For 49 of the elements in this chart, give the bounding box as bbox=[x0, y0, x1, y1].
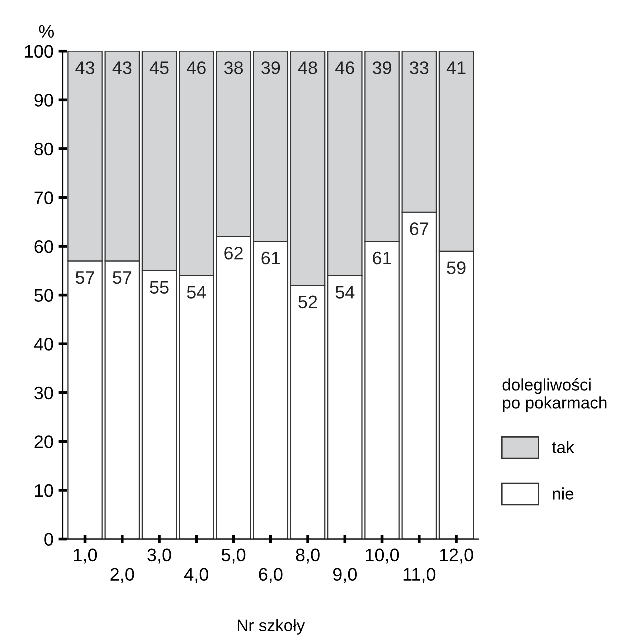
y-tick-label: 60 bbox=[34, 240, 54, 254]
x-tick-label: 6,0 bbox=[259, 568, 283, 584]
y-tick-label: 40 bbox=[34, 338, 54, 351]
data-label: 41 bbox=[446, 62, 466, 74]
data-label: 39 bbox=[262, 62, 280, 74]
y-tick-label: 0 bbox=[44, 533, 54, 546]
legend-title: dolegliwości po pokarmach bbox=[502, 378, 607, 412]
data-label: 57 bbox=[113, 272, 132, 284]
data-label: 54 bbox=[336, 286, 355, 299]
y-tick-label: 90 bbox=[34, 94, 54, 107]
y-tick-label: 70 bbox=[34, 192, 54, 204]
x-tick-label: 8,0 bbox=[296, 548, 320, 564]
data-label: 46 bbox=[336, 62, 354, 74]
data-label: 38 bbox=[224, 62, 244, 74]
x-tick-label: 2,0 bbox=[110, 568, 134, 584]
y-tick-label: 10 bbox=[35, 484, 54, 498]
data-label: 43 bbox=[76, 62, 95, 74]
legend-label: tak bbox=[552, 441, 574, 454]
y-tick-label: 20 bbox=[34, 436, 54, 448]
x-axis-title: Nr szkoły bbox=[238, 619, 306, 635]
data-label: 59 bbox=[447, 262, 466, 274]
x-tick-label: 9,0 bbox=[333, 568, 357, 584]
y-tick-label: 30 bbox=[34, 386, 54, 400]
y-axis-title: % bbox=[39, 25, 54, 38]
x-tick-label: 1,0 bbox=[74, 548, 98, 564]
data-label: 46 bbox=[187, 62, 206, 74]
data-label: 57 bbox=[76, 272, 94, 284]
data-label: 33 bbox=[410, 62, 429, 74]
x-tick-label: 4,0 bbox=[184, 568, 208, 584]
data-label: 43 bbox=[112, 62, 132, 74]
x-tick-label: 12,0 bbox=[440, 548, 474, 564]
x-tick-label: 3,0 bbox=[148, 548, 172, 564]
data-label: 45 bbox=[150, 62, 169, 74]
data-label: 52 bbox=[298, 296, 318, 309]
data-label: 48 bbox=[298, 62, 318, 74]
y-tick-label: 50 bbox=[34, 289, 54, 302]
y-tick-label: 100 bbox=[25, 45, 54, 58]
data-label: 39 bbox=[372, 62, 392, 74]
legend-label: nie bbox=[553, 488, 574, 500]
x-tick-label: 10,0 bbox=[366, 548, 400, 564]
y-tick-label: 80 bbox=[34, 142, 54, 156]
data-label: 61 bbox=[262, 252, 280, 265]
x-tick-label: 11,0 bbox=[404, 568, 436, 584]
data-label: 55 bbox=[150, 281, 169, 294]
data-label: 67 bbox=[410, 222, 429, 236]
x-tick-label: 5,0 bbox=[222, 548, 246, 564]
data-label: 61 bbox=[373, 252, 392, 265]
data-label: 54 bbox=[187, 286, 206, 299]
data-label: 62 bbox=[224, 247, 243, 260]
